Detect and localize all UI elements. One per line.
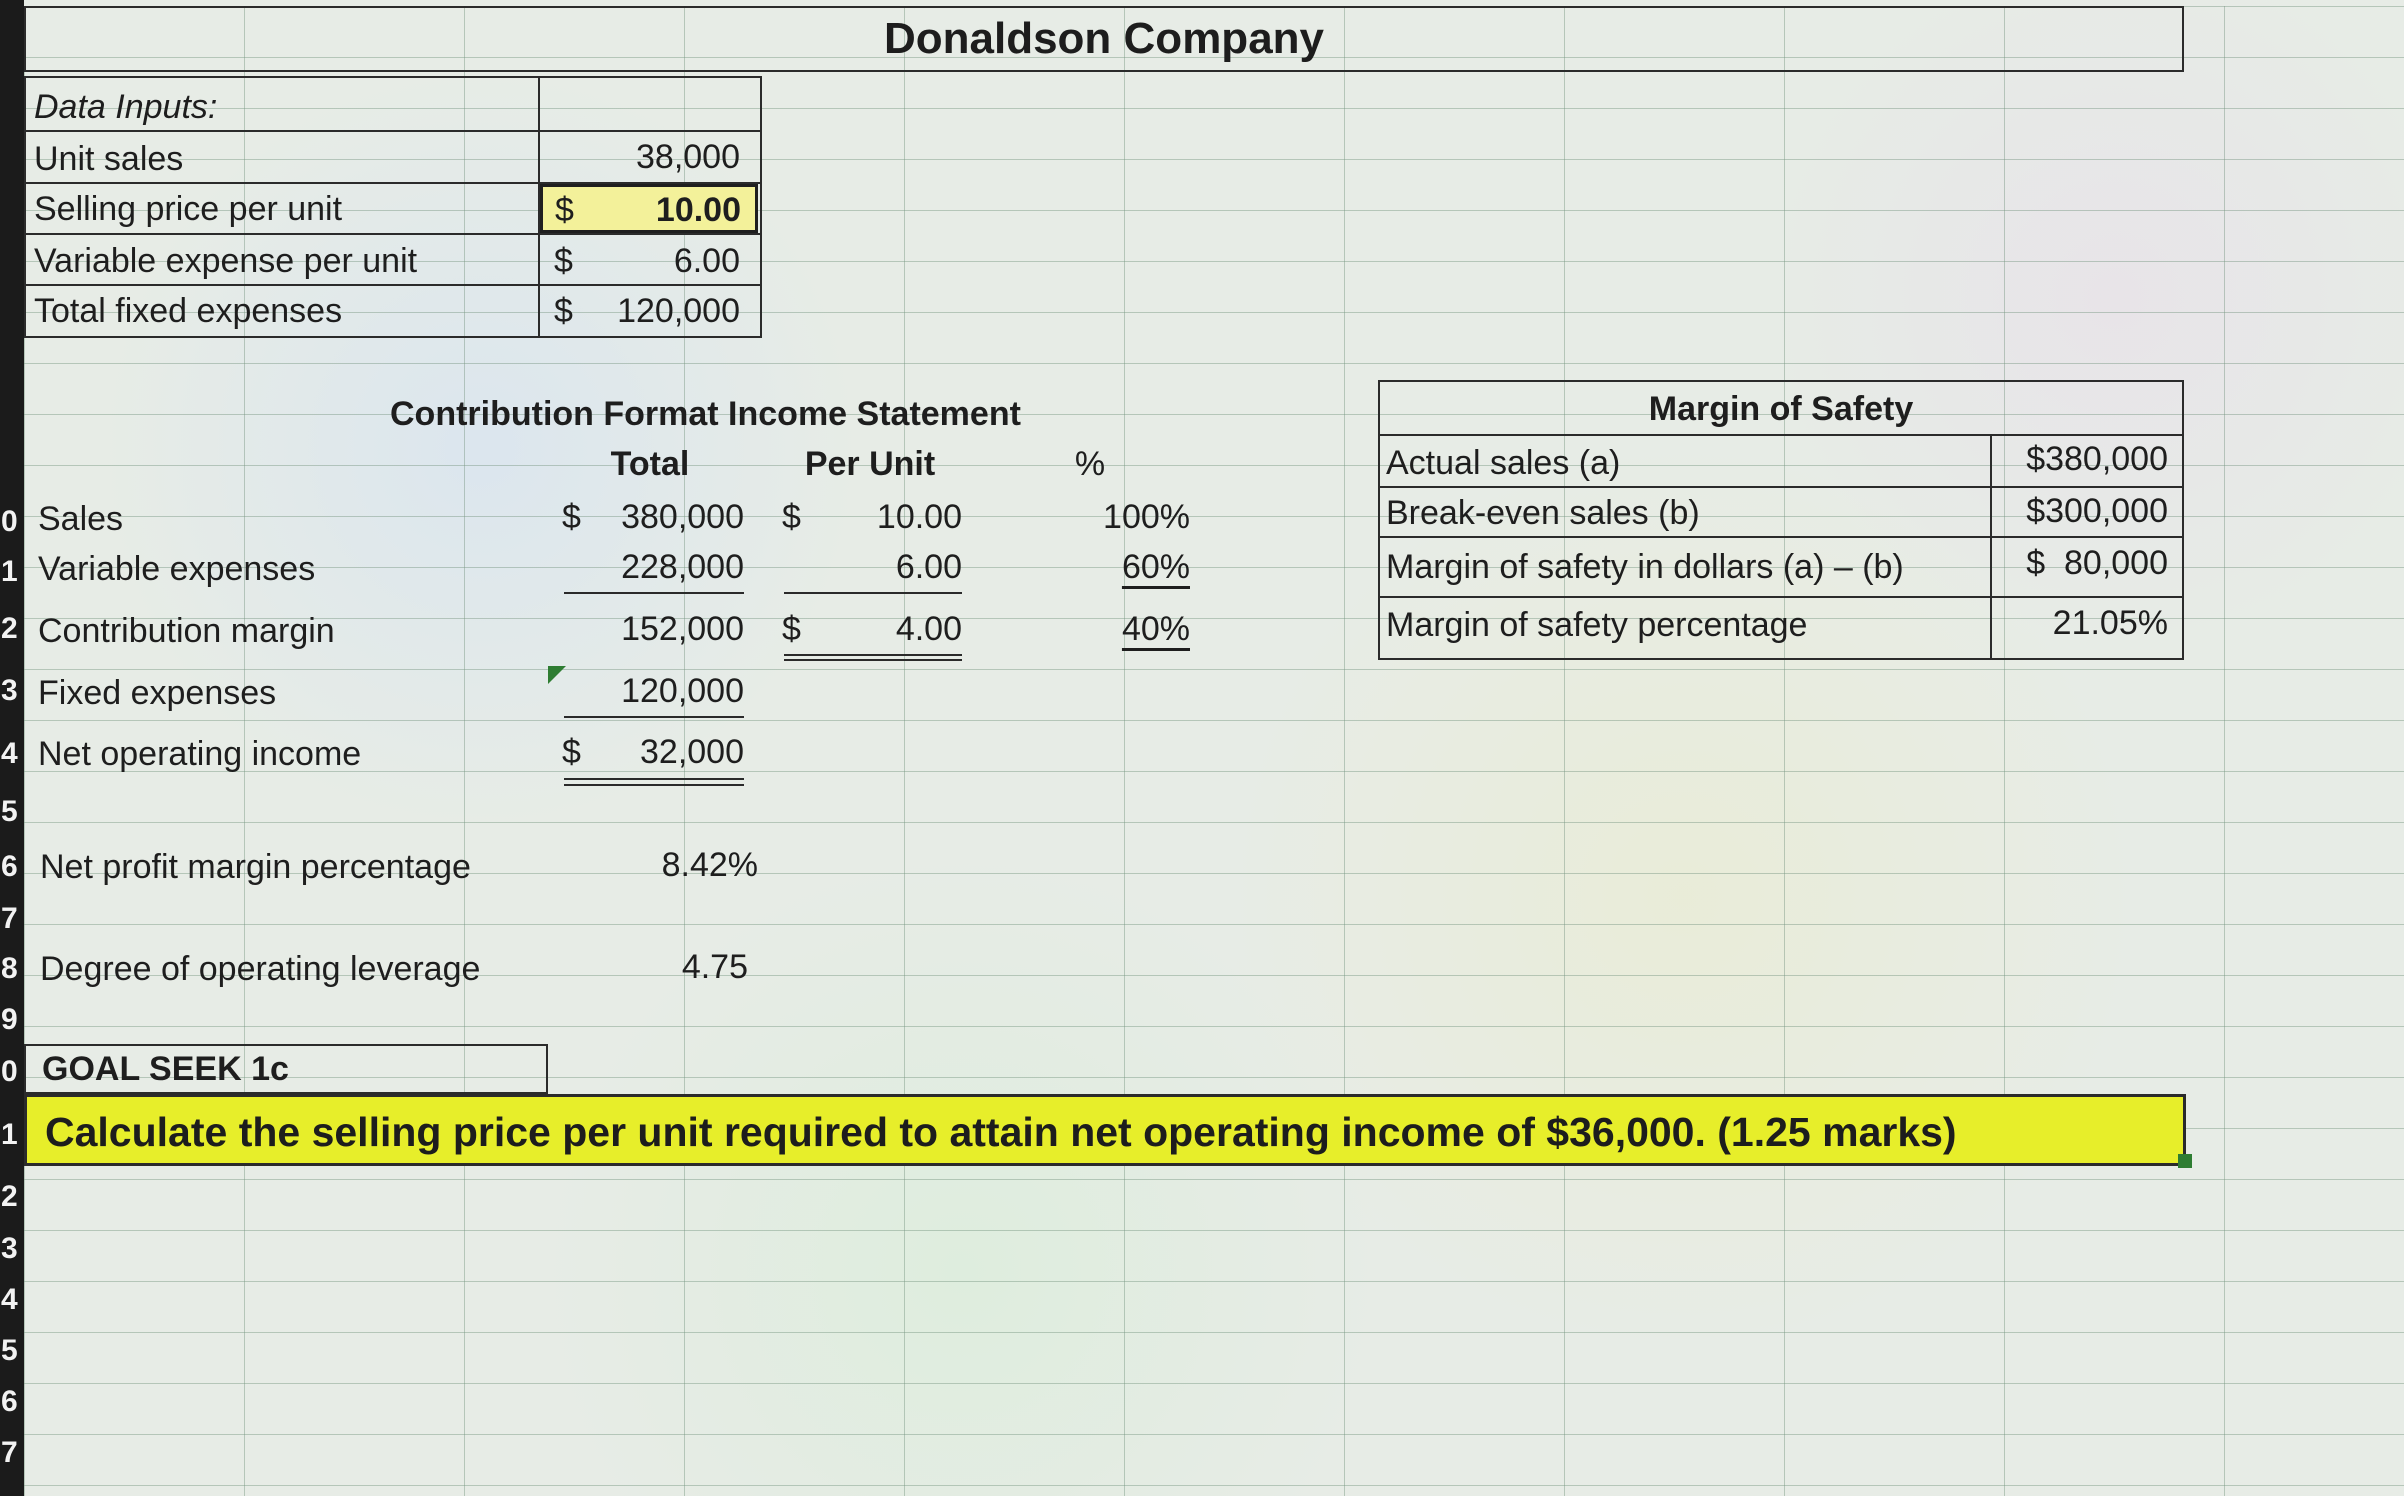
- mos-value-break-even-sales[interactable]: $300,000: [2026, 492, 2168, 530]
- input-sym-variable-expense: $: [554, 242, 573, 280]
- is-label-sales[interactable]: Sales: [38, 500, 124, 538]
- data-inputs-table: Data Inputs: Unit sales 38,000 Selling p…: [24, 76, 762, 338]
- row-number[interactable]: 3: [1, 674, 18, 707]
- value-degree-operating-leverage[interactable]: 4.75: [681, 948, 748, 986]
- row-number[interactable]: 4: [1, 1283, 18, 1316]
- mos-value-actual-sales[interactable]: $380,000: [2026, 440, 2168, 478]
- col-header-total[interactable]: Total: [610, 445, 690, 483]
- is-total-variable-expenses[interactable]: 228,000: [621, 548, 744, 586]
- input-value-selling-price[interactable]: 10.00: [655, 191, 741, 229]
- row-number[interactable]: 7: [1, 902, 18, 935]
- is-pct-contribution-margin[interactable]: 40%: [1121, 610, 1190, 648]
- mos-value-mos-dollars[interactable]: $ 80,000: [2026, 544, 2168, 582]
- company-title[interactable]: Donaldson Company: [24, 6, 2184, 72]
- mos-label-actual-sales[interactable]: Actual sales (a): [1386, 444, 1621, 482]
- mos-label-break-even-sales[interactable]: Break-even sales (b): [1386, 494, 1700, 532]
- is-per-unit-variable-expenses[interactable]: 6.00: [895, 548, 962, 586]
- mos-label-mos-percentage[interactable]: Margin of safety percentage: [1386, 606, 1808, 644]
- is-per-unit-contribution-margin[interactable]: 4.00: [895, 610, 962, 648]
- col-header-per-unit[interactable]: Per Unit: [804, 445, 936, 483]
- goal-seek-label[interactable]: GOAL SEEK 1c: [24, 1044, 548, 1094]
- data-inputs-header[interactable]: Data Inputs:: [34, 88, 218, 126]
- row-number[interactable]: 6: [1, 1385, 18, 1418]
- input-sym-fixed-expenses: $: [554, 292, 573, 330]
- mos-title[interactable]: Margin of Safety: [1648, 390, 1914, 428]
- selected-cell-selling-price[interactable]: $ 10.00: [540, 184, 758, 233]
- label-net-profit-margin[interactable]: Net profit margin percentage: [40, 848, 471, 886]
- row-number[interactable]: 2: [1, 612, 18, 645]
- row-number[interactable]: 1: [1, 1118, 18, 1151]
- mos-value-mos-percentage[interactable]: 21.05%: [2052, 604, 2168, 642]
- row-number[interactable]: 5: [1, 795, 18, 828]
- input-sym-selling-price: $: [555, 191, 574, 229]
- row-number[interactable]: 5: [1, 1334, 18, 1367]
- row-number[interactable]: 9: [1, 1003, 18, 1036]
- row-number[interactable]: 6: [1, 850, 18, 883]
- value-net-profit-margin[interactable]: 8.42%: [661, 846, 758, 884]
- row-number[interactable]: 0: [1, 505, 18, 538]
- income-statement-title[interactable]: Contribution Format Income Statement: [390, 395, 1021, 433]
- is-total-fixed-expenses[interactable]: 120,000: [621, 672, 744, 710]
- is-total-net-operating-income[interactable]: 32,000: [640, 733, 744, 771]
- row-number[interactable]: 4: [1, 737, 18, 770]
- is-sym-total-sales: $: [562, 498, 581, 536]
- col-header-percent[interactable]: %: [1074, 445, 1106, 483]
- row-number[interactable]: 3: [1, 1232, 18, 1265]
- goal-seek-prompt[interactable]: Calculate the selling price per unit req…: [24, 1094, 2186, 1166]
- is-label-net-operating-income[interactable]: Net operating income: [38, 735, 362, 773]
- mos-label-mos-dollars[interactable]: Margin of safety in dollars (a) – (b): [1386, 548, 1904, 586]
- is-pct-sales[interactable]: 100%: [1103, 498, 1190, 536]
- row-header-strip[interactable]: 0 1 2 3 4 5 6 7 8 9 0 1 2 3 4 5 6 7: [0, 0, 24, 1496]
- is-sym-pu-sales: $: [782, 498, 801, 536]
- is-sym-total-noi: $: [562, 733, 581, 771]
- is-pct-variable-expenses[interactable]: 60%: [1121, 548, 1190, 586]
- row-number[interactable]: 8: [1, 952, 18, 985]
- row-number[interactable]: 2: [1, 1180, 18, 1213]
- row-number[interactable]: 7: [1, 1436, 18, 1469]
- input-value-fixed-expenses[interactable]: 120,000: [617, 292, 740, 330]
- is-total-sales[interactable]: 380,000: [621, 498, 744, 536]
- is-total-contribution-margin[interactable]: 152,000: [621, 610, 744, 648]
- fill-handle-marker: [548, 666, 566, 684]
- input-label-variable-expense[interactable]: Variable expense per unit: [34, 242, 418, 280]
- input-value-unit-sales[interactable]: 38,000: [636, 138, 740, 176]
- row-number[interactable]: 0: [1, 1055, 18, 1088]
- is-per-unit-sales[interactable]: 10.00: [876, 498, 962, 536]
- label-degree-operating-leverage[interactable]: Degree of operating leverage: [40, 950, 481, 988]
- is-sym-pu-contribution-margin: $: [782, 610, 801, 648]
- input-value-variable-expense[interactable]: 6.00: [673, 242, 740, 280]
- input-label-fixed-expenses[interactable]: Total fixed expenses: [34, 292, 343, 330]
- is-label-variable-expenses[interactable]: Variable expenses: [38, 550, 316, 588]
- input-label-unit-sales[interactable]: Unit sales: [34, 140, 184, 178]
- margin-of-safety-table: Margin of Safety Actual sales (a) $380,0…: [1378, 380, 2184, 660]
- row-number[interactable]: 1: [1, 555, 18, 588]
- is-label-fixed-expenses[interactable]: Fixed expenses: [38, 674, 277, 712]
- fill-handle[interactable]: [2178, 1154, 2192, 1168]
- input-label-selling-price[interactable]: Selling price per unit: [34, 190, 343, 228]
- is-label-contribution-margin[interactable]: Contribution margin: [38, 612, 335, 650]
